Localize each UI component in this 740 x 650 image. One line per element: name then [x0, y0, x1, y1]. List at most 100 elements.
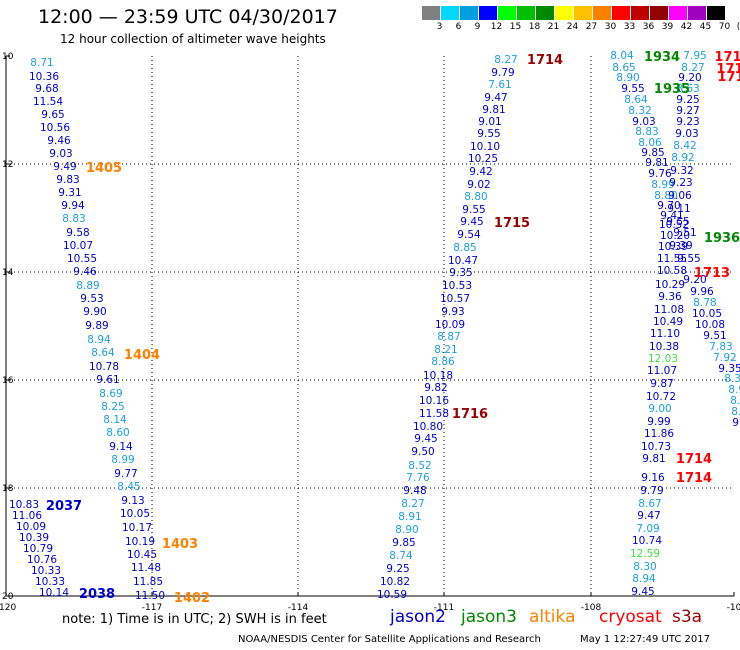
y-tick-label: 14: [2, 268, 14, 278]
pass-time-tag: 1403: [162, 537, 198, 552]
pass-time-tag: 1714: [676, 471, 712, 486]
footer-timestamp: May 1 12:27:49 UTC 2017: [580, 634, 710, 645]
wave-height-point: 8.99: [651, 179, 674, 191]
y-tick-label: 16: [2, 376, 14, 386]
wave-height-point: 9.46: [73, 266, 97, 278]
wave-height-point: 10.05: [120, 508, 150, 520]
wave-height-point: 11.55: [657, 253, 687, 265]
color-scale-swatch: [707, 6, 726, 20]
wave-height-point: 9.03: [49, 148, 72, 160]
wave-height-point: 10.14: [39, 587, 69, 599]
wave-height-point: 9.96: [690, 286, 714, 298]
legend-item-jason2: jason2: [390, 607, 446, 627]
wave-height-point: 9.90: [83, 306, 106, 318]
wave-height-point: 8.80: [464, 191, 487, 203]
pass-time-tag: 1405: [86, 161, 122, 176]
pass-time-tag: 1713: [694, 266, 730, 281]
wave-height-point: 9.93: [441, 306, 464, 318]
wave-height-point: 8.87: [437, 331, 460, 343]
wave-height-point: 9.35: [718, 363, 740, 375]
wave-height-point: 10.19: [125, 536, 155, 548]
wave-height-point: 9.48: [403, 485, 426, 497]
x-tick-label: -10: [727, 603, 740, 613]
pass-time-tag: 1714: [676, 452, 712, 467]
color-scale-label: 39: [661, 22, 674, 32]
wave-height-point: 9.55: [677, 253, 700, 265]
wave-height-point: 9.55: [621, 83, 644, 95]
wave-height-point: 9.32: [670, 165, 693, 177]
wave-height-point: 8.89: [76, 280, 99, 292]
wave-height-point: 10.49: [653, 316, 683, 328]
wave-height-point: 8.90: [616, 72, 639, 84]
wave-height-point: 7.61: [488, 79, 511, 91]
wave-height-point: 9.25: [386, 563, 409, 575]
wave-height-point: 10.76: [27, 554, 57, 566]
pass-time-tag: 2038: [79, 587, 115, 602]
wave-height-point: 10.33: [31, 565, 61, 577]
wave-height-point: 8.71: [30, 57, 53, 69]
wave-height-point: 9.51: [703, 330, 726, 342]
wave-height-point: 9.06: [668, 190, 692, 202]
wave-height-point: 8.92: [671, 152, 694, 164]
color-scale-swatch: [669, 6, 688, 20]
wave-height-point: 9.42: [469, 166, 492, 178]
wave-height-point: 10.52: [659, 219, 689, 231]
x-tick-label: -108: [581, 603, 602, 613]
wave-height-point: 9.45: [631, 586, 654, 598]
wave-height-point: 9.55: [462, 204, 485, 216]
wave-height-point: 9.46: [47, 135, 71, 147]
wave-height-point: 9.31: [58, 187, 81, 199]
pass-time-tag: 171: [714, 50, 740, 65]
wave-height-point: 9.87: [650, 378, 673, 390]
color-scale-swatch: [536, 6, 555, 20]
footer-credit: NOAA/NESDIS Center for Satellite Applica…: [238, 634, 541, 645]
wave-height-point: 10.29: [655, 279, 685, 291]
wave-height-point: 9.47: [484, 92, 507, 104]
pass-time-tag: 2037: [46, 499, 82, 514]
wave-height-point: 8.64: [91, 347, 115, 359]
wave-height-point: 8.36: [724, 373, 740, 385]
wave-height-point: 9.81: [642, 453, 665, 465]
wave-height-point: 9.83: [56, 174, 79, 186]
wave-height-point: 8.85: [453, 242, 476, 254]
wave-height-point: 9.20: [732, 417, 740, 429]
color-scale-label: 15: [509, 22, 522, 32]
wave-height-point: 10.09: [435, 319, 465, 331]
wave-height-point: 10.16: [419, 395, 449, 407]
wave-height-point: 10.20: [660, 230, 690, 242]
wave-height-point: 11.58: [419, 408, 449, 420]
wave-height-point: 10.38: [649, 341, 679, 353]
wave-height-point: 10.45: [127, 549, 157, 561]
legend-item-altika: altika: [529, 607, 576, 627]
wave-height-point: 8.99: [111, 454, 134, 466]
y-tick-label: 10: [2, 52, 14, 62]
wave-height-point: 9.13: [121, 495, 144, 507]
color-scale-label: 12: [490, 22, 503, 32]
wave-height-point: 8.90: [395, 524, 418, 536]
wave-height-point: 9.14: [109, 441, 133, 453]
chart-title: 12:00 — 23:59 UTC 04/30/2017: [38, 6, 338, 28]
color-scale-swatch: [688, 6, 707, 20]
pass-time-tag: 1715: [494, 216, 530, 231]
color-scale-swatch: [612, 6, 631, 20]
wave-height-point: 8.42: [673, 140, 696, 152]
pass-time-tag: 171: [716, 62, 740, 77]
wave-height-point: 9.81: [645, 157, 668, 169]
wave-height-point: 12.59: [630, 548, 660, 560]
wave-height-point: 9.58: [66, 227, 89, 239]
wave-height-point: 9.54: [457, 229, 481, 241]
wave-height-point: 10.83: [9, 499, 39, 511]
wave-height-point: 8.30: [633, 561, 656, 573]
wave-height-point: 9.45: [460, 216, 483, 228]
color-scale-swatch: [517, 6, 536, 20]
wave-height-point: 9.00: [648, 403, 671, 415]
color-scale-label: 21: [547, 22, 560, 32]
wave-height-point: 9.76: [648, 168, 672, 180]
wave-height-point: 8.25: [101, 401, 124, 413]
wave-height-point: 9.27: [676, 105, 699, 117]
wave-height-point: 11.07: [647, 365, 677, 377]
legend-item-jason3: jason3: [461, 607, 517, 627]
wave-height-point: 10.78: [89, 361, 119, 373]
